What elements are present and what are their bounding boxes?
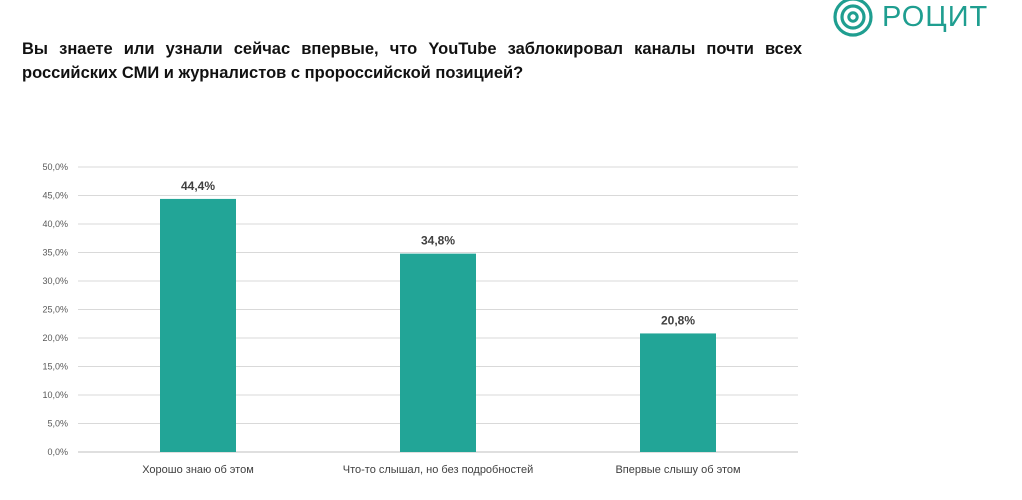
data-labels: 44,4% 34,8% 20,8% [181,179,695,328]
bars [160,198,716,452]
y-tick-label: 20,0% [42,333,68,343]
bar [160,198,236,452]
y-axis-ticks: 0,0% 5,0% 10,0% 15,0% 20,0% 25,0% 30,0% 35,0% 40… [42,162,68,457]
chart-title: Вы знаете или узнали сейчас впервые, что… [22,40,802,82]
y-tick-label: 35,0% [42,248,68,258]
concentric-rings-icon [833,0,873,37]
logo-text: РОЦИТ [882,0,989,33]
data-label: 44,4% [181,179,215,193]
x-category-label: Хорошо знаю об этом [142,464,254,476]
data-label: 20,8% [661,313,695,327]
y-tick-label: 30,0% [42,276,68,286]
y-tick-label: 0,0% [47,447,68,457]
y-tick-label: 40,0% [42,219,68,229]
x-category-label: Что-то слышал, но без подробностей [343,464,533,476]
rocit-logo: РОЦИТ [832,0,988,38]
y-tick-label: 5,0% [47,419,68,429]
y-tick-label: 15,0% [42,362,68,372]
y-tick-label: 25,0% [42,305,68,315]
y-tick-label: 10,0% [42,390,68,400]
bar [640,333,716,452]
y-tick-label: 45,0% [42,191,68,201]
bar [400,253,476,452]
x-axis-categories: Хорошо знаю об этом Что-то слышал, но без… [142,464,740,476]
x-category-label: Впервые слышу об этом [615,464,740,476]
data-label: 34,8% [421,234,455,248]
y-tick-label: 50,0% [42,162,68,172]
